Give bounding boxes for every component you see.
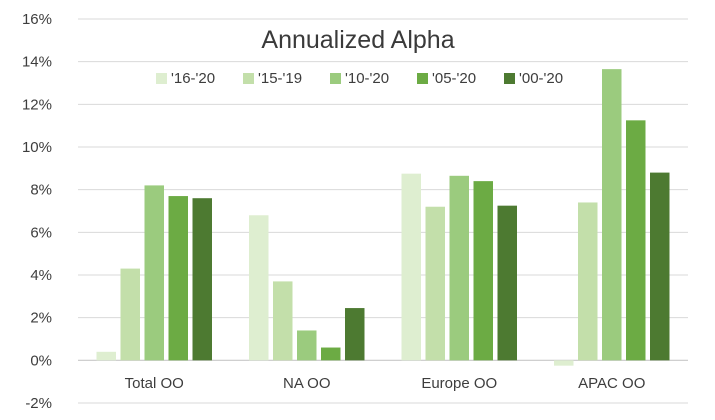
legend-swatch	[504, 73, 515, 84]
y-tick-label: 0%	[30, 352, 52, 369]
bar	[401, 173, 421, 361]
y-tick-label: 12%	[22, 96, 52, 113]
bar	[297, 330, 317, 361]
bar	[650, 172, 670, 361]
y-tick-label: 2%	[30, 310, 52, 327]
y-tick-label: 8%	[30, 182, 52, 199]
y-tick-label: -2%	[25, 395, 52, 412]
bar	[626, 120, 646, 361]
x-category-label: NA OO	[283, 375, 331, 392]
x-category-label: Total OO	[125, 375, 184, 392]
legend-swatch	[330, 73, 341, 84]
bar	[144, 185, 164, 361]
x-category-label: Europe OO	[421, 375, 497, 392]
legend-swatch	[156, 73, 167, 84]
y-tick-label: 16%	[22, 11, 52, 28]
bar	[554, 360, 574, 366]
bar	[578, 202, 598, 361]
legend-swatch	[417, 73, 428, 84]
bar	[192, 198, 212, 361]
bar	[497, 205, 517, 361]
bar	[273, 281, 293, 361]
legend-label: '15-'19	[258, 70, 302, 87]
bar	[168, 196, 188, 361]
bar	[249, 215, 269, 361]
bar	[425, 206, 445, 361]
bar	[473, 181, 493, 361]
x-axis-category-labels: Total OO NA OO Europe OO APAC OO	[125, 375, 646, 392]
bar	[120, 268, 140, 361]
y-axis-tick-labels: -2% 0% 2% 4% 6% 8% 10% 12% 14% 16%	[22, 11, 52, 412]
x-category-label: APAC OO	[578, 375, 645, 392]
legend: '16-'20 '15-'19 '10-'20 '05-'20 '00-'20	[156, 70, 563, 87]
bar	[602, 69, 622, 361]
bar	[96, 351, 116, 361]
y-tick-label: 14%	[22, 54, 52, 71]
legend-label: '16-'20	[171, 70, 215, 87]
bar	[321, 347, 341, 361]
bar	[449, 175, 469, 361]
y-tick-label: 10%	[22, 139, 52, 156]
legend-label: '10-'20	[345, 70, 389, 87]
legend-swatch	[243, 73, 254, 84]
legend-label: '00-'20	[519, 70, 563, 87]
y-tick-label: 4%	[30, 267, 52, 284]
chart-title: Annualized Alpha	[261, 26, 454, 54]
legend-label: '05-'20	[432, 70, 476, 87]
y-tick-label: 6%	[30, 224, 52, 241]
bar	[345, 308, 365, 361]
bars	[96, 69, 670, 366]
